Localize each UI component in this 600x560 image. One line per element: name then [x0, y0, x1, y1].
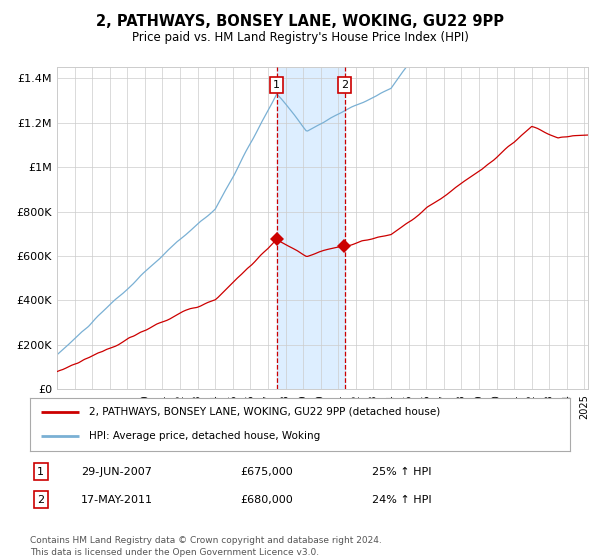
Bar — [277, 67, 345, 389]
Text: 2, PATHWAYS, BONSEY LANE, WOKING, GU22 9PP (detached house): 2, PATHWAYS, BONSEY LANE, WOKING, GU22 9… — [89, 407, 440, 417]
Text: 29-JUN-2007: 29-JUN-2007 — [81, 466, 152, 477]
Text: 2: 2 — [341, 80, 349, 90]
Text: £675,000: £675,000 — [240, 466, 293, 477]
Text: 25% ↑ HPI: 25% ↑ HPI — [372, 466, 431, 477]
Text: HPI: Average price, detached house, Woking: HPI: Average price, detached house, Woki… — [89, 431, 320, 441]
Text: 1: 1 — [37, 466, 44, 477]
Text: 2: 2 — [37, 494, 44, 505]
Text: Contains HM Land Registry data © Crown copyright and database right 2024.
This d: Contains HM Land Registry data © Crown c… — [30, 536, 382, 557]
Text: 24% ↑ HPI: 24% ↑ HPI — [372, 494, 431, 505]
Text: £680,000: £680,000 — [240, 494, 293, 505]
Text: Price paid vs. HM Land Registry's House Price Index (HPI): Price paid vs. HM Land Registry's House … — [131, 31, 469, 44]
Text: 2, PATHWAYS, BONSEY LANE, WOKING, GU22 9PP: 2, PATHWAYS, BONSEY LANE, WOKING, GU22 9… — [96, 14, 504, 29]
Text: 17-MAY-2011: 17-MAY-2011 — [81, 494, 153, 505]
Text: 1: 1 — [273, 80, 280, 90]
